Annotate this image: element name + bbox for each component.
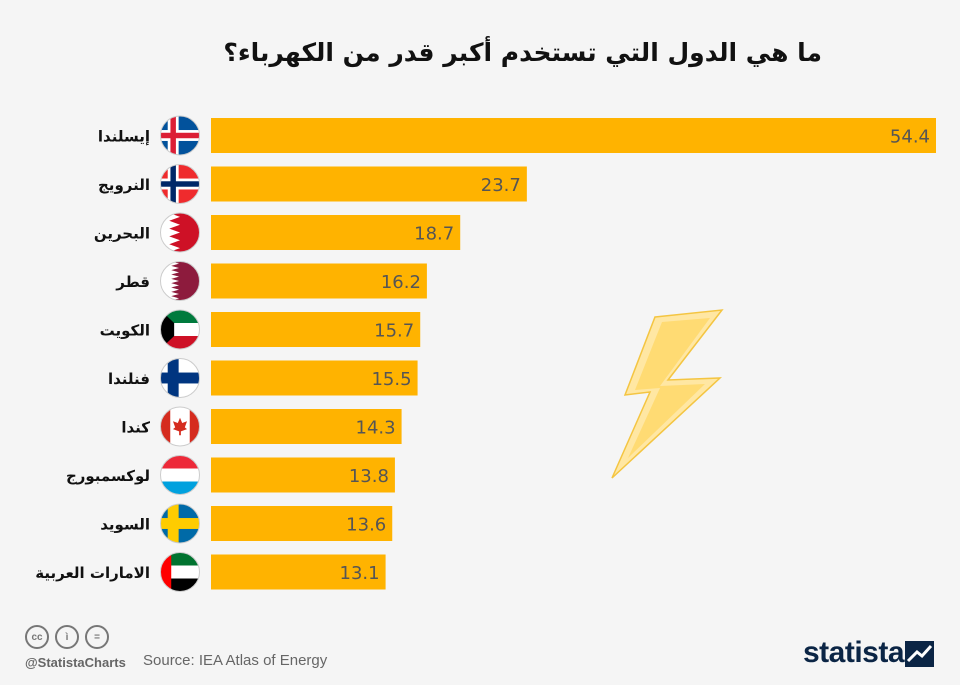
bar-value-label: 15.7 [374, 321, 414, 342]
sweden-flag-icon [160, 503, 200, 544]
bar-value-label: 13.8 [349, 466, 389, 487]
twitter-handle[interactable]: @StatistaCharts [25, 655, 126, 670]
bar-value-label: 54.4 [890, 127, 930, 148]
lightning-bolt-icon [611, 309, 724, 479]
cc-icon: cc [25, 625, 49, 649]
bar-value-label: 13.1 [340, 563, 380, 584]
bar-value-label: 23.7 [481, 175, 521, 196]
license-icons: cc ì = [25, 625, 109, 649]
category-label: السويد [100, 516, 150, 534]
nd-icon: = [85, 625, 109, 649]
bar-value-label: 18.7 [414, 224, 454, 245]
bar [211, 409, 402, 444]
category-label: الكويت [100, 322, 150, 340]
bar [211, 118, 936, 153]
luxembourg-flag-icon [160, 455, 200, 495]
bar-value-label: 13.6 [346, 515, 386, 536]
bar [211, 457, 395, 493]
bar [211, 360, 418, 396]
statista-logo[interactable]: statista [803, 636, 905, 669]
statista-logo-mark [905, 641, 934, 667]
bar [211, 312, 421, 347]
bar [211, 263, 427, 299]
uae-flag-icon [160, 552, 200, 592]
category-label: لوكسمبورج [66, 467, 150, 485]
category-label: النرويج [98, 176, 150, 194]
bar [211, 506, 393, 541]
bar-value-label: 15.5 [371, 369, 411, 390]
bar [211, 554, 386, 590]
iceland-flag-icon [160, 115, 200, 156]
category-label: فنلندا [108, 370, 150, 388]
by-icon: ì [55, 625, 79, 649]
canada-flag-icon [160, 406, 200, 447]
qatar-flag-icon [160, 261, 200, 301]
kuwait-flag-icon [160, 309, 200, 350]
bahrain-flag-icon [160, 212, 200, 253]
category-label: إيسلندا [98, 128, 150, 146]
finland-flag-icon [160, 358, 200, 398]
norway-flag-icon [160, 164, 200, 204]
category-label: كندا [121, 419, 150, 437]
category-label: قطر [115, 273, 150, 291]
category-label: البحرين [94, 225, 150, 243]
source-note: Source: IEA Atlas of Energy [143, 652, 328, 669]
bar-value-label: 16.2 [381, 272, 421, 293]
chart-title: ما هي الدول التي تستخدم أكبر قدر من الكه… [223, 38, 822, 67]
category-label: الامارات العربية [35, 564, 150, 582]
bar [211, 215, 461, 250]
bar-value-label: 14.3 [356, 418, 396, 439]
bar [211, 166, 527, 202]
